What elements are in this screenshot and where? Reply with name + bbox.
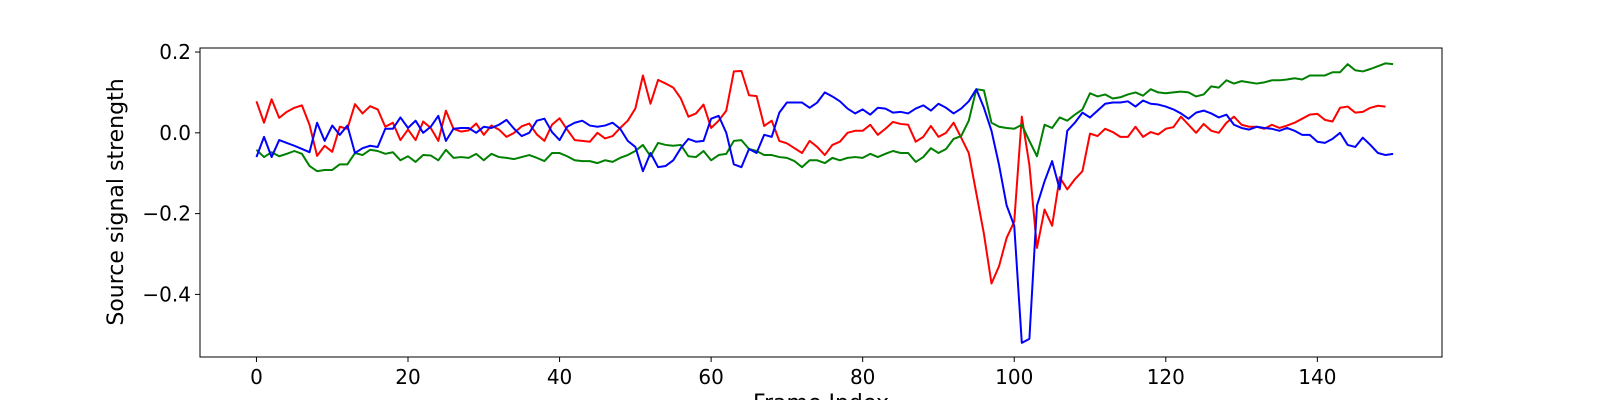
x-tick-label: 60: [698, 365, 723, 389]
x-tick-label: 20: [395, 365, 420, 389]
x-axis: 0 20 40 60 80 100 120 140: [250, 357, 1336, 389]
y-axis: −0.4 −0.2 0.0 0.2: [142, 40, 200, 306]
y-tick-label: −0.4: [142, 282, 191, 306]
x-tick-label: 140: [1298, 365, 1336, 389]
series-lines: [255, 62, 1394, 344]
x-tick-label: 0: [250, 365, 263, 389]
series-line-3: [255, 88, 1394, 344]
x-tick-label: 100: [995, 365, 1033, 389]
y-tick-label: −0.2: [142, 202, 191, 226]
y-axis-label: Source signal strength: [104, 78, 129, 325]
series-line-2: [255, 62, 1394, 173]
series-line-1: [255, 70, 1386, 285]
y-tick-label: 0.0: [159, 121, 191, 145]
x-tick-label: 40: [547, 365, 572, 389]
x-axis-label: Frame Index: [753, 391, 889, 400]
y-tick-label: 0.2: [159, 40, 191, 64]
x-tick-label: 120: [1147, 365, 1185, 389]
plot-frame: [199, 47, 1443, 358]
x-tick-label: 80: [850, 365, 875, 389]
